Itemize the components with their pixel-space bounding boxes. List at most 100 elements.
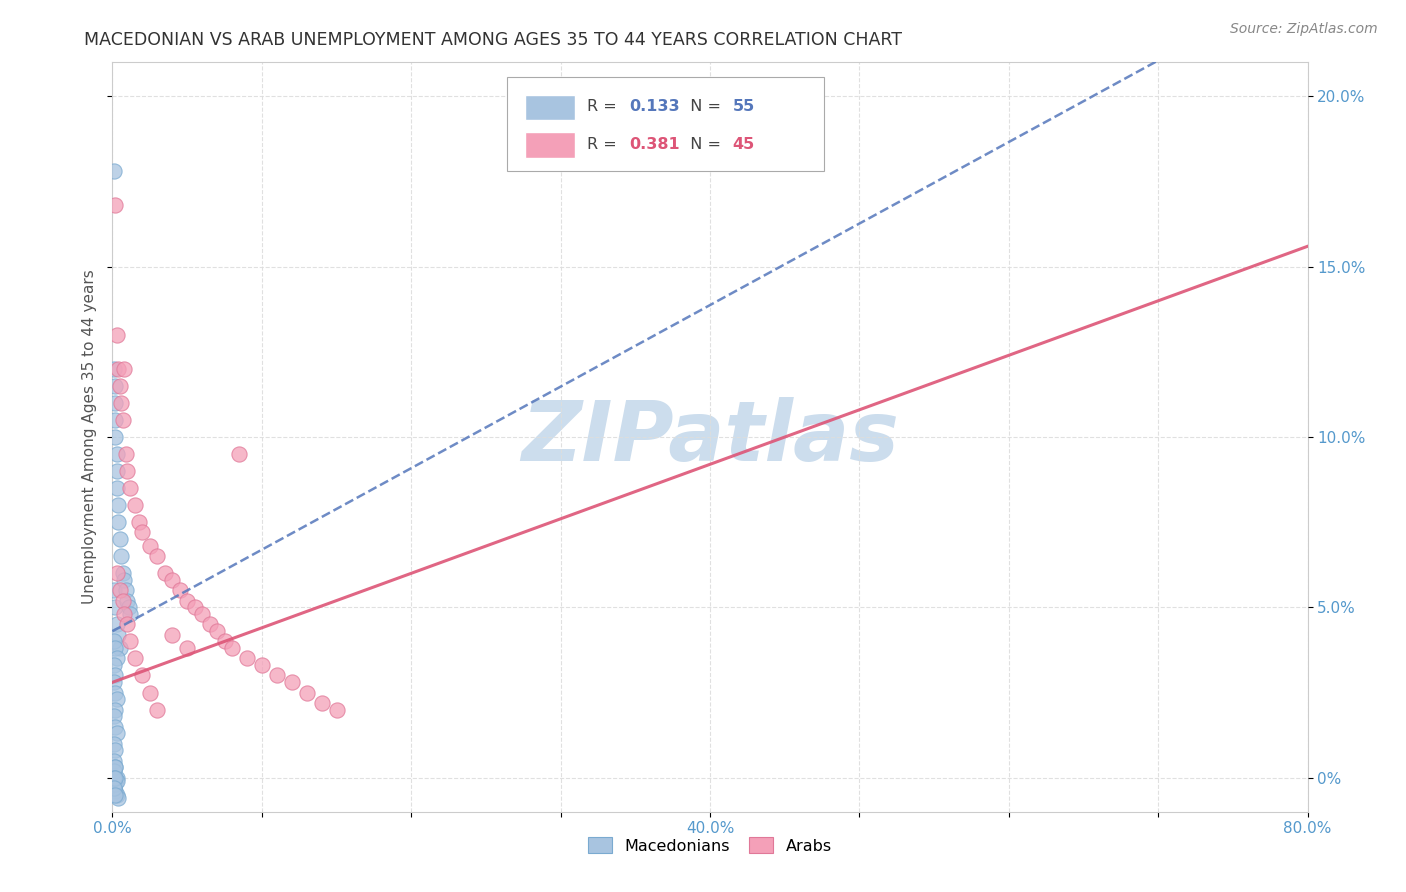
Point — [105, 692, 128, 706]
Point — [131, 668, 153, 682]
Text: 45: 45 — [733, 136, 755, 152]
Point — [103, 780, 125, 795]
Point — [120, 634, 142, 648]
Point — [114, 573, 135, 587]
Text: ZIPatlas: ZIPatlas — [522, 397, 898, 477]
Point — [105, 774, 128, 789]
Text: Source: ZipAtlas.com: Source: ZipAtlas.com — [1230, 22, 1378, 37]
Point — [117, 464, 139, 478]
Point — [105, 481, 128, 495]
Point — [131, 525, 153, 540]
Point — [162, 573, 183, 587]
Point — [105, 464, 128, 478]
FancyBboxPatch shape — [508, 78, 824, 171]
Point — [104, 771, 127, 785]
Point — [146, 549, 169, 564]
Text: N =: N = — [681, 99, 727, 114]
Point — [128, 515, 150, 529]
Point — [281, 675, 304, 690]
Point — [105, 771, 128, 785]
Point — [104, 379, 127, 393]
Point — [114, 607, 135, 622]
Text: 0.381: 0.381 — [628, 136, 679, 152]
Point — [108, 379, 131, 393]
Point — [103, 771, 125, 785]
Point — [191, 607, 214, 622]
Point — [110, 396, 132, 410]
Point — [176, 641, 198, 656]
Point — [115, 583, 138, 598]
Point — [111, 593, 134, 607]
Point — [103, 754, 125, 768]
Point — [104, 777, 127, 791]
Point — [124, 498, 146, 512]
FancyBboxPatch shape — [524, 132, 575, 158]
Point — [110, 549, 132, 564]
Point — [183, 600, 205, 615]
Point — [118, 600, 141, 615]
Point — [120, 481, 142, 495]
Point — [114, 362, 135, 376]
Legend: Macedonians, Arabs: Macedonians, Arabs — [582, 831, 838, 860]
Point — [108, 583, 131, 598]
Point — [107, 515, 129, 529]
Point — [205, 624, 228, 639]
Point — [104, 743, 127, 757]
Point — [104, 198, 127, 212]
Point — [124, 651, 146, 665]
Point — [105, 726, 128, 740]
Point — [103, 737, 125, 751]
Point — [103, 771, 125, 785]
Point — [105, 566, 128, 581]
Text: 55: 55 — [733, 99, 755, 114]
Point — [104, 685, 127, 699]
Point — [103, 583, 125, 598]
Point — [104, 668, 127, 682]
Text: R =: R = — [586, 99, 621, 114]
Point — [104, 760, 127, 774]
Point — [221, 641, 243, 656]
Point — [153, 566, 176, 581]
Point — [104, 720, 127, 734]
Point — [266, 668, 288, 682]
Point — [104, 760, 127, 774]
Point — [104, 430, 127, 444]
Point — [103, 164, 125, 178]
Point — [105, 447, 128, 461]
Point — [107, 627, 129, 641]
Point — [105, 327, 128, 342]
Point — [162, 627, 183, 641]
Point — [236, 651, 259, 665]
Text: N =: N = — [681, 136, 727, 152]
Text: 0.133: 0.133 — [628, 99, 679, 114]
Point — [104, 600, 127, 615]
Point — [103, 764, 125, 778]
Point — [103, 658, 125, 673]
Point — [108, 533, 131, 547]
Point — [111, 566, 134, 581]
Point — [111, 413, 134, 427]
Point — [169, 583, 191, 598]
Point — [107, 362, 129, 376]
Point — [198, 617, 221, 632]
Point — [250, 658, 273, 673]
Point — [325, 702, 347, 716]
Point — [104, 771, 127, 785]
Y-axis label: Unemployment Among Ages 35 to 44 years: Unemployment Among Ages 35 to 44 years — [82, 269, 97, 605]
Point — [214, 634, 236, 648]
Point — [117, 593, 139, 607]
Point — [139, 539, 162, 553]
Point — [104, 788, 127, 802]
Point — [311, 696, 333, 710]
Point — [107, 498, 129, 512]
Point — [103, 675, 125, 690]
Text: MACEDONIAN VS ARAB UNEMPLOYMENT AMONG AGES 35 TO 44 YEARS CORRELATION CHART: MACEDONIAN VS ARAB UNEMPLOYMENT AMONG AG… — [84, 31, 903, 49]
Point — [115, 447, 138, 461]
Point — [107, 791, 129, 805]
Point — [105, 651, 128, 665]
Point — [295, 685, 318, 699]
Point — [104, 702, 127, 716]
Point — [117, 617, 139, 632]
Point — [146, 702, 169, 716]
Point — [120, 607, 142, 622]
